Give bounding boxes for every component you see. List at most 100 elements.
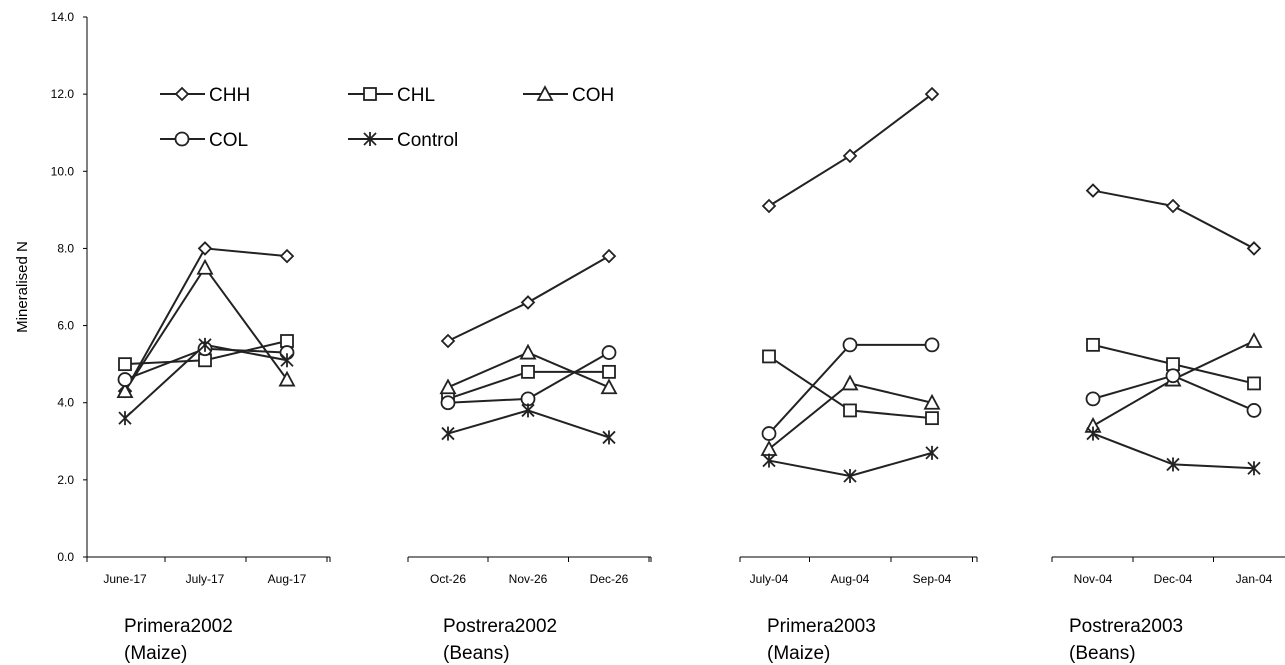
x-tick-label: Nov-26: [509, 572, 548, 586]
y-tick-label: 0.0: [57, 550, 74, 564]
data-point-col: [117, 372, 133, 387]
legend-label: CHH: [209, 85, 250, 106]
data-point-control: [280, 353, 294, 368]
data-point-chh: [1165, 198, 1181, 214]
data-point-chl: [925, 411, 939, 426]
data-point-chh: [1246, 241, 1262, 256]
data-point-control: [1247, 461, 1261, 476]
legend-marker: [174, 86, 190, 102]
data-point-chl: [521, 364, 535, 379]
data-point-control: [762, 453, 776, 468]
data-point-coh: [196, 258, 214, 275]
panel-title: Primera2003: [767, 616, 876, 637]
data-point-control: [521, 403, 535, 418]
data-point-col: [761, 426, 777, 441]
y-tick-label: 12.0: [51, 87, 75, 101]
data-point-control: [1086, 426, 1100, 441]
data-point-col: [1246, 403, 1262, 418]
legend-item-coh: COH: [523, 85, 614, 106]
legend-label: COH: [572, 85, 614, 106]
data-point-coh: [923, 393, 941, 410]
data-point-chh: [842, 148, 858, 164]
legend-item-chh: CHH: [160, 85, 250, 106]
x-tick-label: Dec-26: [590, 572, 629, 586]
legend-marker: [174, 131, 190, 147]
legend-marker: [536, 85, 554, 101]
legend-marker: [363, 132, 377, 146]
panel-Primera2002: June-17 July-17 Aug-17 Primera2002 (Maize): [86, 241, 331, 664]
x-tick-label: Jan-04: [1236, 572, 1273, 586]
panel-title: Primera2002: [124, 616, 233, 637]
data-point-chl: [602, 364, 616, 379]
data-point-control: [602, 430, 616, 445]
data-point-col: [520, 391, 536, 407]
x-tick-label: Dec-04: [1154, 572, 1193, 586]
data-point-chh: [601, 248, 617, 264]
data-point-col: [924, 337, 940, 353]
y-tick-label: 4.0: [57, 396, 74, 410]
legend-item-chl: CHL: [348, 85, 435, 106]
data-point-chh: [440, 333, 456, 349]
x-tick-label: Aug-04: [831, 572, 870, 586]
data-point-chl: [118, 357, 132, 372]
legend-marker: [363, 87, 377, 101]
data-point-col: [1085, 391, 1101, 407]
y-tick-label: 2.0: [57, 473, 74, 487]
panel-Postrera2002: Oct-26 Nov-26 Dec-26 Postrera2002 (Beans): [407, 248, 652, 664]
y-axis: 0.0 2.0 4.0 6.0 8.0 10.0 12.0 14.0 Mineralised N: [14, 10, 88, 564]
x-tick-label: Sep-04: [913, 572, 952, 586]
data-point-chl: [1086, 337, 1100, 352]
data-point-col: [842, 337, 858, 353]
data-point-coh: [841, 374, 859, 391]
y-axis-label: Mineralised N: [14, 241, 31, 333]
data-point-coh: [519, 343, 537, 360]
data-point-control: [1166, 457, 1180, 472]
panel-crop: (Beans): [1069, 643, 1136, 664]
data-point-control: [843, 469, 857, 483]
y-tick-label: 14.0: [51, 10, 75, 24]
legend-label: COL: [209, 130, 248, 151]
panel-crop: (Maize): [124, 643, 187, 664]
data-point-col: [440, 395, 456, 411]
data-point-chl: [1247, 376, 1261, 391]
data-point-coh: [116, 382, 134, 399]
y-tick-label: 6.0: [57, 319, 74, 333]
data-point-control: [198, 337, 212, 352]
data-point-chl: [762, 349, 776, 364]
panel-title: Postrera2002: [443, 616, 557, 637]
y-tick-label: 10.0: [51, 164, 75, 178]
data-point-chh: [924, 86, 940, 102]
panel-Primera2003: July-04 Aug-04 Sep-04 Primera2003 (Maize): [739, 86, 978, 664]
legend-label: Control: [397, 130, 458, 151]
x-tick-label: Oct-26: [430, 572, 466, 586]
data-point-chh: [761, 198, 777, 214]
data-point-col: [601, 345, 617, 360]
data-point-control: [118, 411, 132, 426]
panel-crop: (Maize): [767, 643, 830, 664]
data-point-coh: [278, 370, 296, 387]
legend-label: CHL: [397, 85, 435, 106]
x-tick-label: July-17: [186, 572, 225, 586]
x-tick-label: July-04: [750, 572, 789, 586]
series-line-coh: [124, 265, 288, 392]
x-tick-label: Aug-17: [268, 572, 307, 586]
legend-item-control: Control: [348, 130, 458, 151]
panel-title: Postrera2003: [1069, 616, 1183, 637]
legend-item-col: COL: [160, 130, 248, 151]
y-tick-label: 8.0: [57, 241, 74, 255]
data-point-coh: [600, 378, 618, 395]
panel-crop: (Beans): [443, 643, 510, 664]
data-point-chh: [279, 248, 295, 264]
data-point-chh: [197, 241, 213, 256]
panel-Postrera2003: Nov-04 Dec-04 Jan-04 Postrera2003 (Beans): [1051, 183, 1285, 664]
data-point-control: [925, 445, 939, 460]
x-tick-label: June-17: [103, 572, 147, 586]
data-point-control: [441, 426, 455, 441]
data-point-col: [1165, 368, 1181, 384]
data-point-chh: [520, 295, 536, 310]
data-point-coh: [439, 378, 457, 395]
x-tick-label: Nov-04: [1074, 572, 1113, 586]
data-point-chl: [843, 403, 857, 418]
data-point-coh: [1245, 332, 1263, 348]
